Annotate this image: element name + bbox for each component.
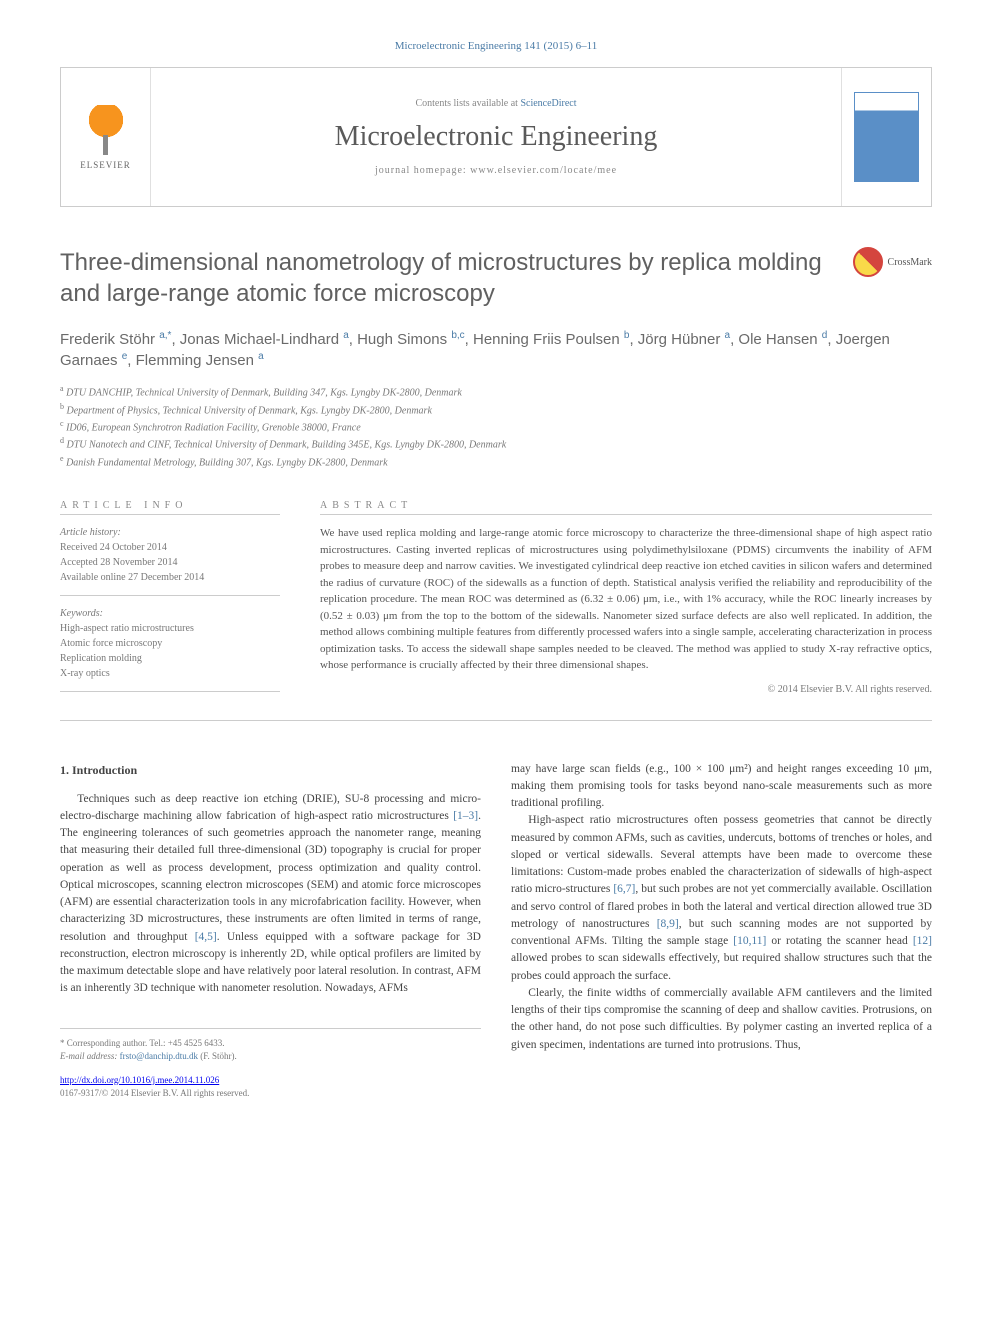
ref-link[interactable]: [1–3] <box>453 810 478 822</box>
ref-link[interactable]: [6,7] <box>613 883 635 895</box>
journal-reference: Microelectronic Engineering 141 (2015) 6… <box>60 40 932 52</box>
journal-cover-thumb[interactable] <box>841 68 931 206</box>
doi-link[interactable]: http://dx.doi.org/10.1016/j.mee.2014.11.… <box>60 1075 219 1085</box>
elsevier-logo[interactable]: ELSEVIER <box>61 68 151 206</box>
homepage-line: journal homepage: www.elsevier.com/locat… <box>151 165 841 176</box>
keywords-label: Keywords: <box>60 606 280 621</box>
ref-link[interactable]: [8,9] <box>657 918 679 930</box>
homepage-prefix: journal homepage: <box>375 165 470 176</box>
cover-image <box>854 92 919 182</box>
body-paragraph: Clearly, the finite widths of commercial… <box>511 985 932 1054</box>
affiliation-item: c ID06, European Synchrotron Radiation F… <box>60 418 932 435</box>
body-column-left: 1. Introduction Techniques such as deep … <box>60 761 481 1101</box>
online-date: Available online 27 December 2014 <box>60 570 280 585</box>
journal-header-box: ELSEVIER Contents lists available at Sci… <box>60 67 932 207</box>
body-paragraph: Techniques such as deep reactive ion etc… <box>60 791 481 998</box>
keyword-item: Atomic force microscopy <box>60 636 280 651</box>
body-column-right: may have large scan fields (e.g., 100 × … <box>511 761 932 1101</box>
crossmark-badge[interactable]: CrossMark <box>853 247 932 277</box>
history-label: Article history: <box>60 525 280 540</box>
section-heading-intro: 1. Introduction <box>60 761 481 779</box>
affiliation-item: d DTU Nanotech and CINF, Technical Unive… <box>60 435 932 452</box>
accepted-date: Accepted 28 November 2014 <box>60 555 280 570</box>
section-divider <box>60 720 932 721</box>
body-columns: 1. Introduction Techniques such as deep … <box>60 761 932 1101</box>
affiliation-item: b Department of Physics, Technical Unive… <box>60 401 932 418</box>
sciencedirect-link[interactable]: ScienceDirect <box>520 98 576 109</box>
body-paragraph: may have large scan fields (e.g., 100 × … <box>511 761 932 813</box>
article-title: Three-dimensional nanometrology of micro… <box>60 247 833 309</box>
keyword-item: High-aspect ratio microstructures <box>60 621 280 636</box>
article-info-column: ARTICLE INFO Article history: Received 2… <box>60 500 280 695</box>
contents-prefix: Contents lists available at <box>415 98 520 109</box>
email-suffix: (F. Stöhr). <box>198 1051 237 1061</box>
elsevier-logo-text: ELSEVIER <box>80 160 131 170</box>
affiliation-item: e Danish Fundamental Metrology, Building… <box>60 453 932 470</box>
ref-link[interactable]: [10,11] <box>733 935 766 947</box>
abstract-text: We have used replica molding and large-r… <box>320 514 932 674</box>
keyword-item: Replication molding <box>60 651 280 666</box>
elsevier-tree-icon <box>81 105 131 155</box>
crossmark-label: CrossMark <box>888 257 932 268</box>
doi-block: http://dx.doi.org/10.1016/j.mee.2014.11.… <box>60 1074 481 1101</box>
keywords-block: Keywords: High-aspect ratio microstructu… <box>60 596 280 692</box>
affiliations-list: a DTU DANCHIP, Technical University of D… <box>60 383 932 470</box>
corresponding-email-link[interactable]: frsto@danchip.dtu.dk <box>120 1051 198 1061</box>
corresponding-author-footer: * Corresponding author. Tel.: +45 4525 6… <box>60 1028 481 1064</box>
abstract-copyright: © 2014 Elsevier B.V. All rights reserved… <box>320 684 932 695</box>
ref-link[interactable]: [4,5] <box>195 931 217 943</box>
corresponding-tel: * Corresponding author. Tel.: +45 4525 6… <box>60 1037 481 1051</box>
contents-line: Contents lists available at ScienceDirec… <box>151 98 841 109</box>
email-label: E-mail address: <box>60 1051 120 1061</box>
homepage-url[interactable]: www.elsevier.com/locate/mee <box>470 165 617 176</box>
keyword-item: X-ray optics <box>60 666 280 681</box>
issn-copyright: 0167-9317/© 2014 Elsevier B.V. All right… <box>60 1088 249 1098</box>
crossmark-icon <box>853 247 883 277</box>
body-paragraph: High-aspect ratio microstructures often … <box>511 812 932 985</box>
abstract-column: ABSTRACT We have used replica molding an… <box>320 500 932 695</box>
journal-name: Microelectronic Engineering <box>151 121 841 153</box>
article-info-header: ARTICLE INFO <box>60 500 280 511</box>
header-center: Contents lists available at ScienceDirec… <box>151 68 841 206</box>
affiliation-item: a DTU DANCHIP, Technical University of D… <box>60 383 932 400</box>
ref-link[interactable]: [12] <box>913 935 932 947</box>
received-date: Received 24 October 2014 <box>60 540 280 555</box>
authors-list: Frederik Stöhr a,*, Jonas Michael-Lindha… <box>60 329 932 371</box>
article-history-block: Article history: Received 24 October 201… <box>60 514 280 596</box>
abstract-header: ABSTRACT <box>320 500 932 511</box>
